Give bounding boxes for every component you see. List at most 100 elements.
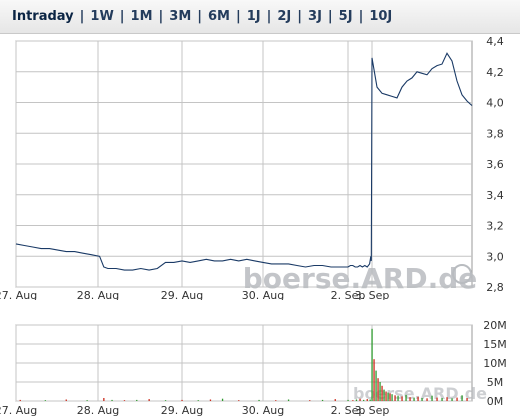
volume-bar xyxy=(436,397,438,401)
volume-y-tick-label: 15M xyxy=(483,338,507,351)
price-y-tick-labels: 2,8 3,0 3,2 3,4 3,6 3,8 4,0 4,2 4,4 xyxy=(486,35,504,294)
volume-bar xyxy=(451,398,453,401)
volume-bar xyxy=(221,398,224,401)
tab-1m[interactable]: 1M xyxy=(130,8,153,24)
volume-bar xyxy=(431,395,433,401)
volume-bar xyxy=(164,400,167,401)
price-y-tick-label: 3,4 xyxy=(486,189,504,202)
volume-bar xyxy=(366,399,368,401)
volume-bar xyxy=(86,400,88,401)
tab-separator: | xyxy=(158,9,164,24)
volume-bar xyxy=(389,393,391,401)
volume-x-tick-label: 3. Sep xyxy=(355,404,390,417)
volume-x-tick-label: 28. Aug xyxy=(77,404,119,417)
price-chart: boerse.ARD.de 27. Aug 28. Aug 29. Aug 30. A… xyxy=(0,35,504,300)
volume-bar xyxy=(385,391,387,401)
volume-bars xyxy=(19,328,468,401)
tab-10j[interactable]: 10J xyxy=(369,8,393,24)
tab-3j[interactable]: 3J xyxy=(308,8,322,24)
volume-bar xyxy=(181,399,183,401)
volume-bar xyxy=(446,397,448,401)
price-y-tick-label: 4,0 xyxy=(486,97,504,110)
period-tab-bar: Intraday | 1W | 1M | 3M | 6M | 1J | 2J | 3J | 5J | 10J xyxy=(0,0,520,34)
volume-x-tick-label: 27. Aug xyxy=(0,404,37,417)
volume-bar xyxy=(394,395,396,401)
volume-bar xyxy=(426,398,428,401)
volume-bar xyxy=(275,400,277,401)
price-x-tick-label: 2. Sep xyxy=(331,289,366,300)
tab-1w[interactable]: 1W xyxy=(90,8,114,24)
volume-bar xyxy=(405,394,407,401)
tab-separator: | xyxy=(327,9,333,24)
tab-separator: | xyxy=(79,9,85,24)
price-x-tick-label: 27. Aug xyxy=(0,289,37,300)
tab-separator: | xyxy=(266,9,272,24)
volume-bar xyxy=(379,382,381,401)
volume-bar xyxy=(456,397,458,401)
tab-3m[interactable]: 3M xyxy=(169,8,192,24)
tab-1j[interactable]: 1J xyxy=(246,8,261,24)
price-y-tick-label: 3,8 xyxy=(486,127,504,140)
volume-bar xyxy=(44,400,46,401)
volume-bar xyxy=(369,399,371,401)
price-y-tick-label: 3,6 xyxy=(486,158,504,171)
price-series-line xyxy=(15,52,473,271)
volume-bar xyxy=(334,399,336,401)
tab-5j[interactable]: 5J xyxy=(338,8,353,24)
tab-separator: | xyxy=(236,9,241,24)
volume-bar xyxy=(238,400,240,401)
price-y-tick-label: 3,0 xyxy=(486,250,504,263)
volume-bar xyxy=(359,398,361,401)
tab-2j[interactable]: 2J xyxy=(277,8,292,24)
volume-bar xyxy=(19,399,21,401)
tab-6m[interactable]: 6M xyxy=(208,8,230,24)
price-y-tick-label: 4,4 xyxy=(486,35,504,48)
volume-bar xyxy=(65,399,67,401)
volume-bar xyxy=(111,399,113,401)
tab-separator: | xyxy=(119,9,125,24)
volume-bar xyxy=(466,398,468,401)
volume-bar xyxy=(373,359,375,401)
volume-bar xyxy=(383,389,385,401)
volume-y-tick-labels: 0M 5M 10M 15M 20M xyxy=(483,319,507,408)
volume-bar xyxy=(347,399,349,401)
volume-y-tick-label: 20M xyxy=(483,319,507,332)
volume-bar xyxy=(136,399,138,401)
volume-bar xyxy=(409,397,411,401)
volume-bar xyxy=(401,396,403,401)
price-x-tick-label: 28. Aug xyxy=(77,289,119,300)
price-x-tick-label: 3. Sep xyxy=(355,289,390,300)
tab-separator: | xyxy=(197,9,203,24)
volume-bar xyxy=(123,400,126,401)
tab-intraday[interactable]: Intraday xyxy=(12,8,74,24)
volume-bar xyxy=(441,398,443,401)
volume-bar xyxy=(413,397,415,401)
volume-bar xyxy=(287,399,290,401)
volume-bar xyxy=(352,400,354,401)
volume-bar xyxy=(197,400,199,401)
volume-bar xyxy=(377,378,379,401)
volume-bar xyxy=(258,399,260,401)
volume-bar xyxy=(381,385,383,401)
tab-separator: | xyxy=(358,9,364,24)
volume-bar xyxy=(397,395,399,401)
volume-bar xyxy=(371,328,373,401)
volume-y-tick-label: 10M xyxy=(483,357,507,370)
volume-bar xyxy=(375,370,377,401)
tab-separator: | xyxy=(297,9,303,24)
volume-grid xyxy=(15,324,472,402)
volume-bar xyxy=(309,400,311,401)
volume-bar xyxy=(421,398,423,401)
volume-x-tick-label: 30. Aug xyxy=(242,404,284,417)
volume-y-tick-label: 5M xyxy=(487,376,504,389)
volume-x-tick-label: 2. Sep xyxy=(331,404,366,417)
price-x-tick-label: 30. Aug xyxy=(242,289,284,300)
watermark-text: boerse.ARD.de xyxy=(243,262,478,295)
ard-logo-icon xyxy=(452,264,472,284)
volume-y-tick-label: 0M xyxy=(487,395,504,408)
price-x-tick-label: 29. Aug xyxy=(161,289,203,300)
volume-bar xyxy=(148,399,150,401)
